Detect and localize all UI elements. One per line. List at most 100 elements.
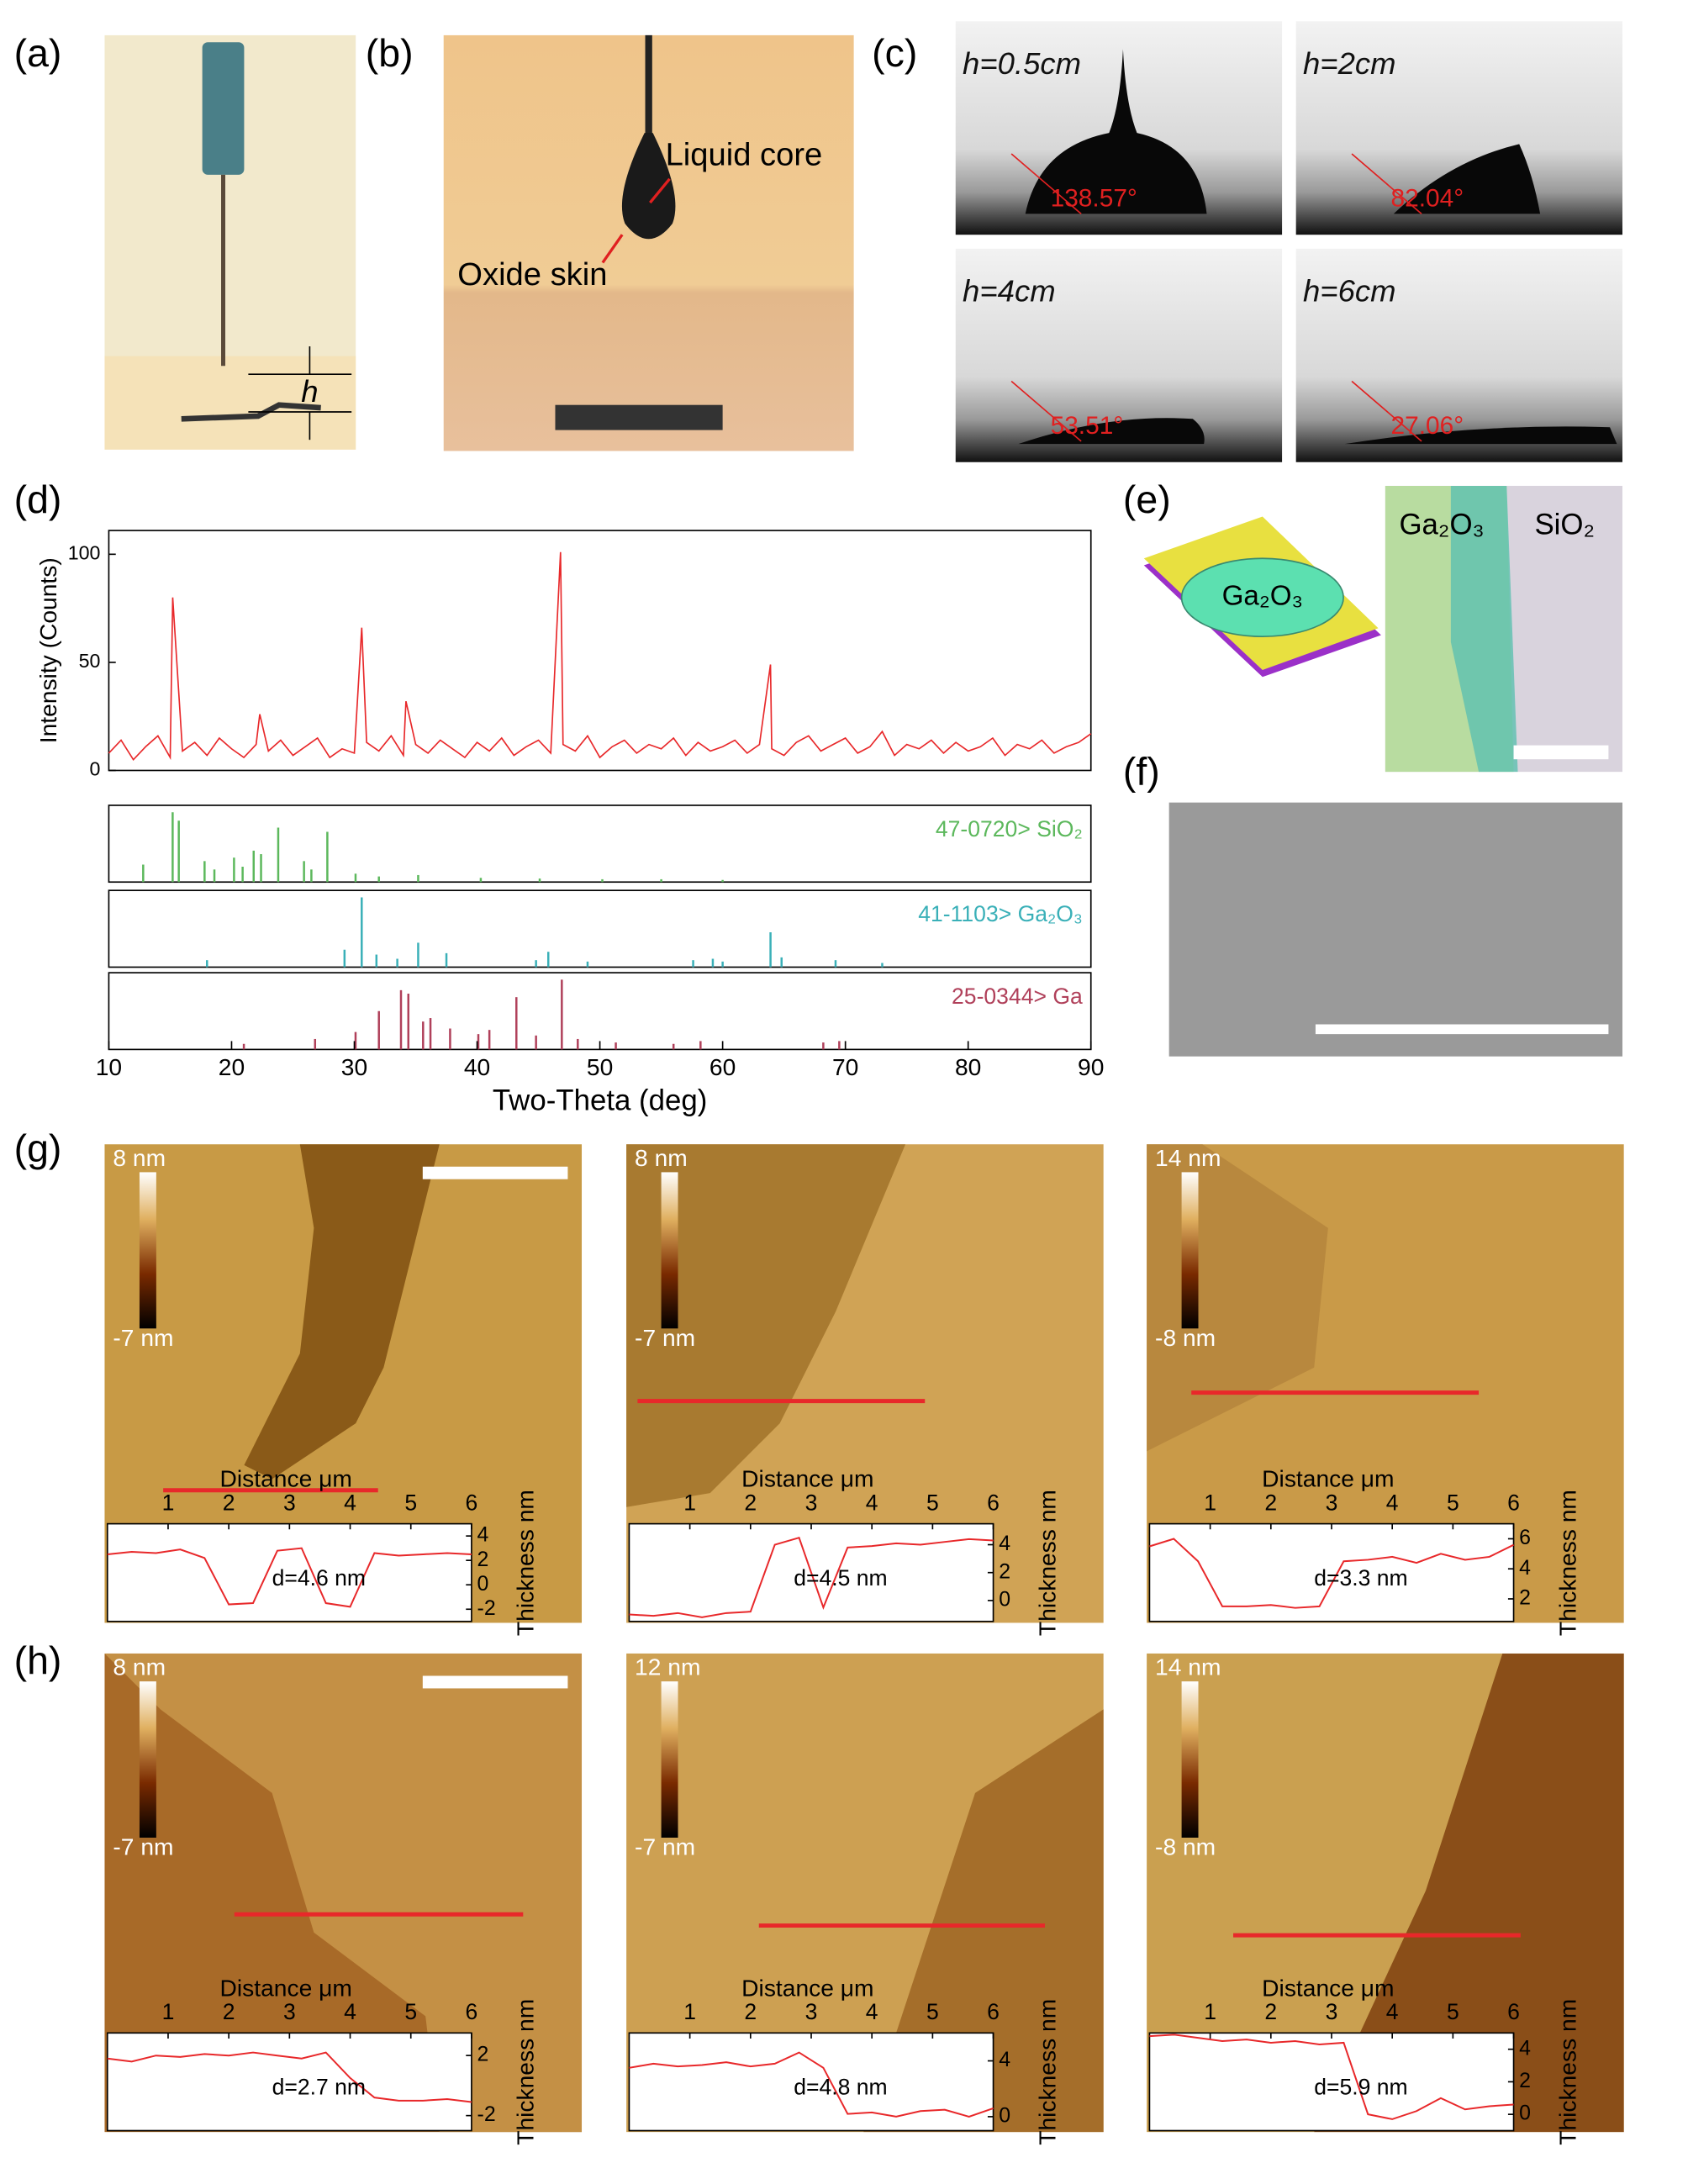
profile-y-tick-label: 4 bbox=[999, 1532, 1010, 1555]
height-profile bbox=[1149, 1538, 1515, 1609]
height-label: h=2cm bbox=[1303, 46, 1396, 81]
panel-label: (a) bbox=[14, 31, 62, 75]
colorbar bbox=[139, 1172, 156, 1329]
step-annotation: d=4.5 nm bbox=[794, 1565, 887, 1591]
profile-x-tick-label: 1 bbox=[162, 1999, 175, 2024]
x-tick-label: 70 bbox=[832, 1053, 858, 1080]
colorbar-min: -7 nm bbox=[113, 1324, 173, 1351]
step-annotation: d=4.6 nm bbox=[272, 1565, 366, 1591]
profile-x-tick-label: 2 bbox=[223, 1999, 235, 2024]
profile-x-tick-label: 6 bbox=[1507, 1999, 1520, 2024]
height-label: h=4cm bbox=[963, 274, 1056, 309]
profile-x-tick-label: 2 bbox=[744, 1999, 757, 2024]
profile-x-tick-label: 6 bbox=[466, 1999, 478, 2024]
profile-x-label: Distance μm bbox=[220, 1465, 352, 1492]
region-label: SiO₂ bbox=[1534, 508, 1595, 541]
profile-x-tick-label: 2 bbox=[1264, 1999, 1277, 2024]
ref-frame bbox=[108, 804, 1092, 884]
profile-y-tick-label: 2 bbox=[477, 2043, 489, 2066]
colorbar-min: -8 nm bbox=[1155, 1324, 1216, 1351]
profile-y-tick-label: 6 bbox=[1519, 1526, 1531, 1549]
x-tick-label: 80 bbox=[955, 1053, 981, 1080]
afm-region bbox=[863, 1709, 1104, 2133]
ref-title: 41-1103> Ga₂O₃ bbox=[918, 901, 1083, 926]
colorbar bbox=[1181, 1681, 1199, 1838]
ref-frame bbox=[108, 972, 1092, 1051]
profile-x-tick-label: 4 bbox=[1386, 1490, 1399, 1515]
profile-x-tick-label: 4 bbox=[866, 1999, 878, 2024]
profile-y-tick-label: -2 bbox=[477, 2102, 496, 2126]
y-tick-label: 50 bbox=[79, 650, 101, 672]
profile-x-tick-label: 1 bbox=[683, 1999, 696, 2024]
y-axis-label: Intensity (Counts) bbox=[34, 557, 61, 743]
arrow bbox=[649, 177, 671, 204]
y-tick-label: 0 bbox=[90, 758, 101, 780]
profile-x-label: Distance μm bbox=[741, 1465, 873, 1492]
colorbar bbox=[661, 1172, 678, 1329]
annotation: Liquid core bbox=[666, 136, 823, 172]
profile-y-tick-label: 2 bbox=[999, 1559, 1010, 1583]
height-profile bbox=[629, 1536, 994, 1618]
profile-x-tick-label: 2 bbox=[223, 1490, 235, 1515]
micrograph-edge bbox=[1450, 485, 1518, 773]
angle-line bbox=[1010, 380, 1082, 442]
profile-x-tick-label: 3 bbox=[1326, 1490, 1338, 1515]
x-tick-label: 20 bbox=[219, 1053, 245, 1080]
profile-box bbox=[1148, 2032, 1515, 2132]
x-tick-label: 30 bbox=[341, 1053, 367, 1080]
substrate bbox=[181, 402, 321, 422]
profile-x-tick-label: 1 bbox=[162, 1490, 175, 1515]
x-tick-label: 10 bbox=[96, 1053, 122, 1080]
colorbar bbox=[661, 1681, 678, 1838]
drop bbox=[1018, 418, 1205, 445]
profile-y-tick-label: 2 bbox=[477, 1548, 489, 1571]
drop bbox=[1393, 144, 1541, 214]
profile-x-tick-label: 3 bbox=[1326, 1999, 1338, 2024]
drop bbox=[1025, 49, 1207, 214]
profile-x-tick-label: 1 bbox=[1204, 1490, 1216, 1515]
angle-label: 138.57° bbox=[1051, 185, 1137, 213]
profile-x-tick-label: 2 bbox=[744, 1490, 757, 1515]
syringe-hub bbox=[202, 42, 245, 175]
step-annotation: d=2.7 nm bbox=[272, 2075, 366, 2100]
profile-x-tick-label: 5 bbox=[926, 1999, 939, 2024]
film-label: Ga₂O₃ bbox=[1222, 580, 1303, 611]
sem-image bbox=[1168, 802, 1623, 1057]
x-tick-label: 90 bbox=[1078, 1053, 1104, 1080]
angle-label: 82.04° bbox=[1391, 185, 1464, 213]
photo-floor bbox=[104, 356, 356, 450]
colorbar-max: 8 nm bbox=[113, 1144, 166, 1171]
profile-x-label: Distance μm bbox=[220, 1974, 352, 2001]
profile-x-tick-label: 6 bbox=[1507, 1490, 1520, 1515]
profile-y-tick-label: -2 bbox=[477, 1596, 496, 1620]
colorbar bbox=[1181, 1172, 1199, 1329]
profile-x-tick-label: 3 bbox=[805, 1999, 818, 2024]
profile-y-tick-label: 4 bbox=[477, 1523, 489, 1547]
plot-frame bbox=[108, 530, 1092, 772]
colorbar-max: 8 nm bbox=[635, 1144, 688, 1171]
panel-label: (e) bbox=[1123, 477, 1171, 521]
profile-y-tick-label: 0 bbox=[999, 1587, 1010, 1611]
afm-region bbox=[1314, 1653, 1624, 2133]
profile-x-label: Distance μm bbox=[1262, 1465, 1394, 1492]
profile-box bbox=[106, 2032, 472, 2132]
step-annotation: d=5.9 nm bbox=[1314, 2075, 1407, 2100]
profile-box bbox=[106, 1522, 472, 1622]
colorbar-max: 8 nm bbox=[113, 1654, 166, 1680]
droplet bbox=[621, 133, 676, 240]
xrd-line bbox=[108, 551, 1092, 762]
profile-y-label: Thickness nm bbox=[1553, 1999, 1580, 2145]
profile-x-tick-label: 5 bbox=[926, 1490, 939, 1515]
panel-label: (g) bbox=[14, 1126, 62, 1170]
profile-x-tick-label: 5 bbox=[1447, 1999, 1459, 2024]
afm-region bbox=[244, 1144, 440, 1480]
profile-x-tick-label: 2 bbox=[1264, 1490, 1277, 1515]
scale-bar bbox=[422, 1675, 568, 1689]
colorbar-min: -7 nm bbox=[635, 1324, 695, 1351]
profile-x-tick-label: 3 bbox=[283, 1999, 296, 2024]
profile-x-tick-label: 1 bbox=[1204, 1999, 1216, 2024]
step-annotation: d=4.8 nm bbox=[794, 2075, 887, 2100]
profile-x-tick-label: 3 bbox=[283, 1490, 296, 1515]
angle-label: 53.51° bbox=[1051, 412, 1124, 440]
